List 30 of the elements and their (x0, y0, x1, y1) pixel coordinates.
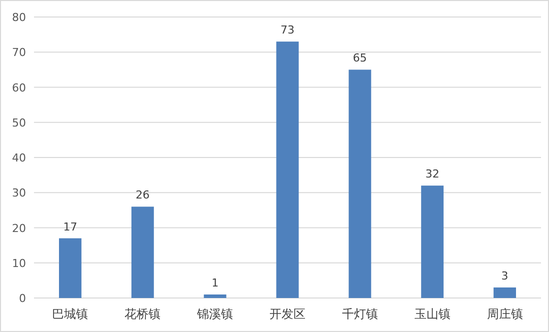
y-tick-label: 60 (12, 81, 26, 94)
y-tick-label: 10 (12, 256, 26, 270)
x-tick-label: 花桥镇 (124, 307, 161, 321)
y-tick-label: 30 (12, 186, 26, 200)
data-label: 26 (136, 188, 150, 202)
x-tick-label: 周庄镇 (486, 307, 523, 321)
x-tick-label: 玉山镇 (414, 307, 450, 321)
data-label: 65 (352, 52, 367, 65)
bar (131, 206, 154, 298)
data-label: 17 (63, 220, 78, 234)
x-tick-label: 开发区 (270, 307, 306, 321)
bar (276, 42, 299, 298)
y-tick-label: 0 (19, 292, 26, 305)
y-tick-label: 70 (12, 46, 26, 60)
data-label: 73 (280, 24, 294, 37)
bar (58, 238, 82, 298)
y-tick-label: 80 (12, 11, 26, 24)
x-tick-label: 巴城镇 (52, 307, 88, 321)
y-tick-label: 20 (12, 222, 26, 235)
x-tick-label: 千灯镇 (342, 307, 378, 321)
data-label: 3 (501, 269, 508, 282)
x-tick-label: 锦溪镇 (196, 307, 234, 321)
y-tick-label: 50 (12, 116, 26, 130)
bar (421, 186, 444, 298)
bar (348, 70, 372, 298)
bar (204, 294, 226, 298)
y-tick-label: 40 (12, 152, 26, 164)
data-label: 32 (425, 168, 440, 181)
data-label: 1 (212, 276, 219, 290)
bar (494, 287, 516, 298)
